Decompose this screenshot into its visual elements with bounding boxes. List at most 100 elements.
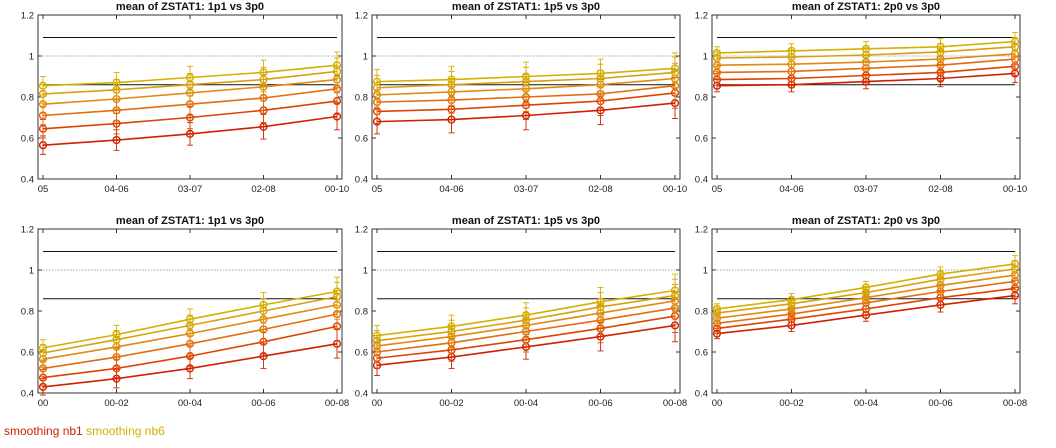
panel-4: mean of ZSTAT1: 1p1 vs 3p0 0.4 0.6 0.8 1 1.2 0… <box>21 215 349 409</box>
x-tick-label: 00-06 <box>251 398 275 409</box>
data-point <box>447 322 456 331</box>
data-point <box>712 48 722 58</box>
series-line <box>42 290 338 349</box>
data-point <box>1010 259 1020 268</box>
y-tick-label: 0.4 <box>355 175 368 186</box>
chart-title: mean of ZSTAT1: 2p0 vs 3p0 <box>792 1 940 13</box>
data-point <box>185 315 195 324</box>
series-line <box>42 64 338 87</box>
series-line <box>42 115 338 146</box>
panel-6: mean of ZSTAT1: 2p0 vs 3p0 0.4 0.6 0.8 1 1.2 0… <box>695 215 1027 409</box>
y-tick-label: 0.8 <box>21 307 34 318</box>
series-line <box>42 343 338 388</box>
y-tick-label: 1 <box>29 52 34 63</box>
y-tick-label: 0.8 <box>695 307 708 318</box>
data-point <box>861 283 871 292</box>
data-point <box>332 61 342 70</box>
y-tick-label: 1.2 <box>695 11 708 22</box>
y-tick-label: 1.2 <box>355 225 368 236</box>
y-tick-label: 0.4 <box>695 389 708 400</box>
x-tick-label: 00-04 <box>178 398 202 409</box>
data-point <box>259 300 268 309</box>
x-tick-label: 02-08 <box>588 184 612 195</box>
x-tick-label: 00 <box>712 398 723 409</box>
x-tick-label: 00-08 <box>663 398 687 409</box>
series-line <box>376 289 676 337</box>
x-tick-label: 03-07 <box>514 184 538 195</box>
x-tick-label: 05 <box>712 184 723 195</box>
figure: mean of ZSTAT1: 1p1 vs 3p0 0.4 0.6 0.8 1 1.2 0… <box>21 1 1027 409</box>
data-point <box>861 44 871 53</box>
series-6 <box>38 51 342 96</box>
x-tick-label: 00-02 <box>779 398 803 409</box>
panel-2: mean of ZSTAT1: 1p5 vs 3p0 0.4 0.6 0.8 1 1.2 0… <box>355 1 687 195</box>
x-tick-label: 00-08 <box>1003 398 1027 409</box>
y-tick-label: 0.6 <box>695 134 708 145</box>
x-tick-label: 00-02 <box>104 398 128 409</box>
x-tick-label: 00-02 <box>439 398 463 409</box>
y-tick-label: 1 <box>29 266 34 277</box>
axes-box <box>711 14 1021 180</box>
data-point <box>787 295 796 304</box>
x-tick-label: 00-10 <box>1003 184 1027 195</box>
y-tick-label: 0.4 <box>355 389 368 400</box>
x-tick-label: 00-10 <box>663 184 687 195</box>
data-point <box>670 286 680 295</box>
x-tick-label: 02-08 <box>928 184 952 195</box>
x-tick-label: 00 <box>372 398 383 409</box>
legend-entry-smoothing-nb6: smoothing nb6 <box>86 424 165 438</box>
y-tick-label: 1.2 <box>21 11 34 22</box>
y-tick-label: 0.8 <box>355 307 368 318</box>
data-point <box>1010 37 1020 46</box>
y-tick-label: 0.6 <box>695 348 708 359</box>
legend: smoothing nb1 smoothing nb6 <box>4 424 165 438</box>
y-tick-label: 1.2 <box>695 225 708 236</box>
data-point <box>38 124 48 133</box>
data-point <box>112 78 121 87</box>
data-point <box>185 73 195 82</box>
y-tick-label: 1 <box>363 52 368 63</box>
y-tick-label: 0.4 <box>21 175 34 186</box>
y-tick-label: 1 <box>703 52 708 63</box>
y-tick-label: 1.2 <box>355 11 368 22</box>
series-6 <box>372 273 680 347</box>
x-tick-label: 04-06 <box>439 184 463 195</box>
y-tick-label: 0.8 <box>695 93 708 104</box>
legend-entry-smoothing-nb1: smoothing nb1 <box>4 424 83 438</box>
x-tick-label: 04-06 <box>104 184 128 195</box>
y-tick-label: 0.6 <box>355 134 368 145</box>
series-line <box>42 325 338 379</box>
series-6 <box>38 276 342 357</box>
x-tick-label: 03-07 <box>854 184 878 195</box>
data-point <box>936 270 945 279</box>
data-point <box>332 287 342 296</box>
panel-1: mean of ZSTAT1: 1p1 vs 3p0 0.4 0.6 0.8 1 1.2 0… <box>21 1 349 195</box>
chart-title: mean of ZSTAT1: 1p5 vs 3p0 <box>452 1 600 13</box>
panel-3: mean of ZSTAT1: 2p0 vs 3p0 0.4 0.6 0.8 1 1.2 0… <box>695 1 1027 195</box>
data-point <box>521 311 531 320</box>
y-tick-label: 0.6 <box>21 134 34 145</box>
data-point <box>112 330 121 339</box>
data-point <box>712 304 722 314</box>
x-tick-label: 00-08 <box>325 398 349 409</box>
y-tick-label: 0.4 <box>695 175 708 186</box>
data-point <box>185 129 195 139</box>
x-tick-label: 02-08 <box>251 184 275 195</box>
data-point <box>372 331 382 340</box>
y-tick-label: 0.8 <box>21 93 34 104</box>
y-tick-label: 0.6 <box>21 348 34 359</box>
data-point <box>38 81 48 90</box>
data-point <box>447 75 456 84</box>
x-tick-label: 00-04 <box>514 398 538 409</box>
y-tick-label: 0.8 <box>355 93 368 104</box>
x-tick-label: 00-04 <box>854 398 878 409</box>
x-tick-label: 00-06 <box>588 398 612 409</box>
chart-title: mean of ZSTAT1: 1p1 vs 3p0 <box>116 215 264 227</box>
data-point <box>787 46 796 55</box>
y-tick-label: 1 <box>703 266 708 277</box>
data-point <box>259 122 268 131</box>
series-line <box>42 100 338 130</box>
data-point <box>670 64 680 73</box>
y-tick-label: 1 <box>363 266 368 277</box>
x-tick-label: 04-06 <box>779 184 803 195</box>
